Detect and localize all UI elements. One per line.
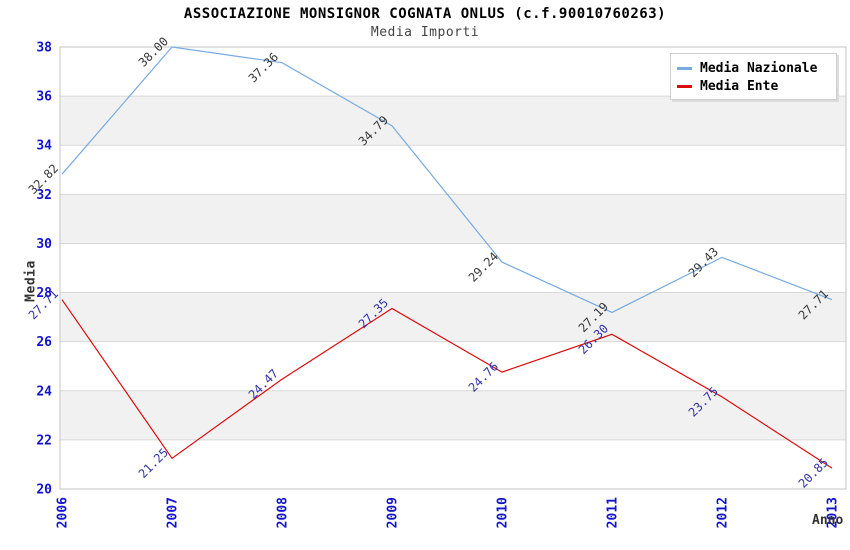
- y-axis-title: Media: [23, 260, 39, 302]
- chart-title: ASSOCIAZIONE MONSIGNOR COGNATA ONLUS (c.…: [183, 6, 667, 22]
- x-tick-label: 2009: [386, 497, 401, 528]
- x-tick-label: 2007: [166, 497, 181, 528]
- legend-marker-blue-line-icon: [677, 67, 692, 70]
- plot-border: [59, 46, 847, 490]
- y-tick-label: 34: [36, 139, 52, 154]
- y-tick-label: 38: [36, 41, 52, 56]
- band: [60, 292, 846, 342]
- x-tick-label: 2012: [716, 497, 731, 528]
- x-tick-label: 2008: [276, 497, 291, 528]
- x-tick-label: 2010: [496, 497, 511, 528]
- y-tick-label: 32: [36, 188, 52, 203]
- data-label: 38.00: [136, 34, 171, 69]
- y-tick-label: 28: [36, 286, 52, 301]
- y-tick-label: 36: [36, 90, 52, 105]
- y-tick-label: 24: [36, 384, 52, 399]
- chart-subtitle: Media Importi: [370, 25, 480, 40]
- band: [60, 390, 846, 440]
- legend: Media Nazionale Media Ente: [670, 53, 837, 100]
- data-label: 29.43: [686, 245, 721, 280]
- x-tick-label: 2006: [56, 497, 71, 528]
- x-tick-label: 2011: [606, 497, 621, 528]
- band: [60, 96, 846, 146]
- legend-label: Media Ente: [700, 79, 779, 94]
- band: [60, 194, 846, 244]
- legend-label: Media Nazionale: [700, 61, 818, 76]
- data-label: 37.36: [246, 50, 281, 85]
- series-line-media-ente: [61, 299, 833, 469]
- legend-item-media-nazionale: Media Nazionale: [677, 60, 836, 77]
- y-tick-label: 22: [36, 433, 52, 448]
- data-label: 29.24: [466, 249, 501, 284]
- y-tick-label: 30: [36, 237, 52, 252]
- x-tick-label: 2013: [826, 497, 841, 528]
- legend-marker-red-line-icon: [677, 85, 692, 88]
- y-tick-label: 20: [36, 483, 52, 498]
- data-label: 21.25: [136, 446, 171, 481]
- y-tick-label: 26: [36, 335, 52, 350]
- x-axis-title: Anno: [812, 513, 844, 528]
- legend-item-media-ente: Media Ente: [677, 78, 836, 95]
- series-line-media-nazionale: [61, 46, 833, 314]
- data-label: 20.85: [796, 455, 831, 490]
- data-label: 24.76: [466, 359, 501, 394]
